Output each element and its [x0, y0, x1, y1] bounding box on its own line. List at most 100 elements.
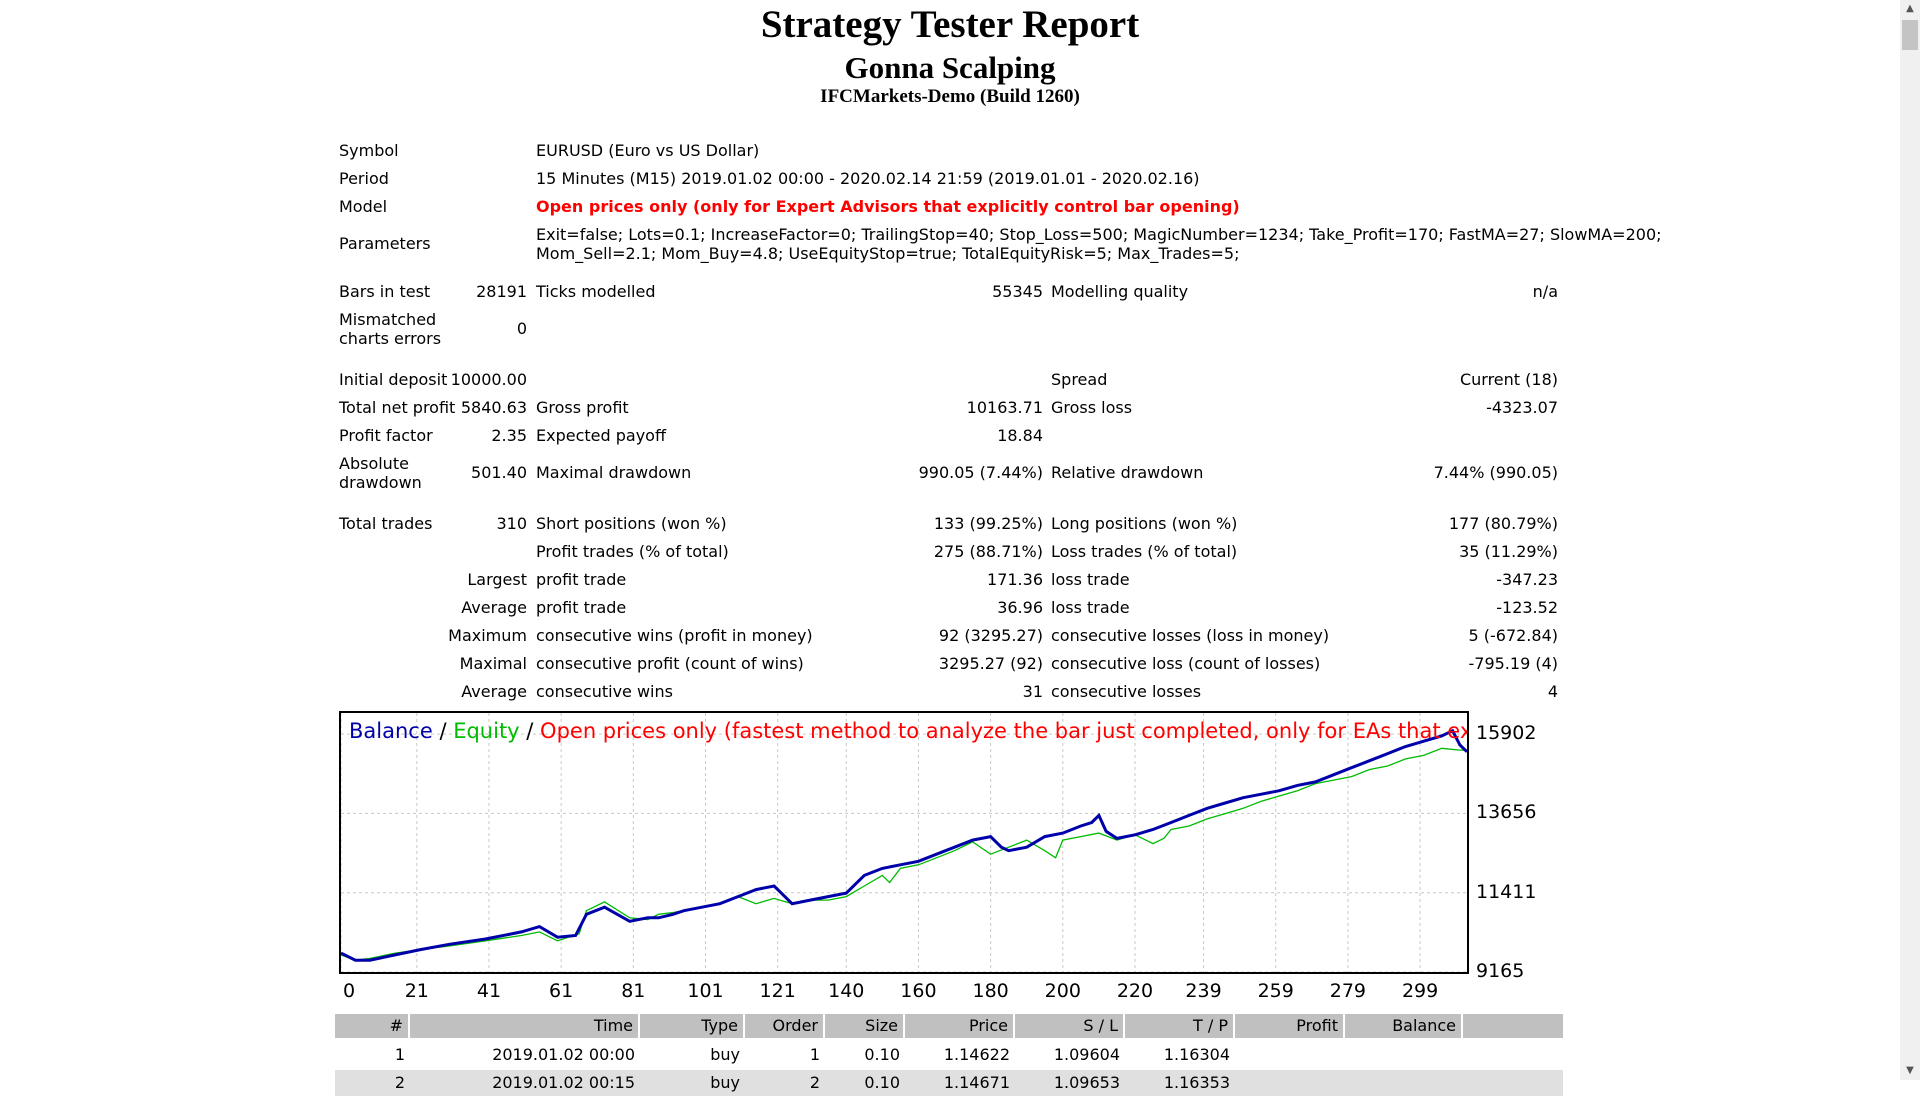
loss-trades-label: Loss trades (% of total) [1051, 542, 1238, 561]
maximal-label: Maximal [459, 654, 527, 673]
average-label: Average [461, 598, 527, 617]
total-trades-value: 310 [496, 514, 527, 533]
table-cell: buy [710, 1045, 740, 1064]
average-consecutive-label: Average [461, 682, 527, 701]
long-positions-value: 177 (80.79%) [1448, 514, 1558, 533]
parameters-line-1: Exit=false; Lots=0.1; IncreaseFactor=0; … [536, 225, 1662, 244]
short-positions-value: 133 (99.25%) [933, 514, 1043, 533]
profit-trades-label: Profit trades (% of total) [536, 542, 729, 561]
spread-value: Current (18) [1459, 370, 1558, 389]
relative-drawdown-label: Relative drawdown [1051, 463, 1204, 482]
table-cell [1345, 1042, 1463, 1068]
column-header: Order [745, 1014, 825, 1038]
avg-consecutive-wins-label: consecutive wins [536, 682, 673, 701]
legend-separator: / [432, 719, 454, 743]
column-header: Price [905, 1014, 1015, 1038]
maximal-consecutive-profit-value: 3295.27 (92) [938, 654, 1043, 673]
parameters-label: Parameters [339, 234, 431, 253]
chart-plot [341, 713, 1467, 972]
symbol-label: Symbol [339, 141, 399, 160]
largest-loss-value: -347.23 [1496, 570, 1558, 589]
parameters-line-2: Mom_Sell=2.1; Mom_Buy=4.8; UseEquityStop… [536, 244, 1240, 263]
long-positions-label: Long positions (won %) [1051, 514, 1238, 533]
mismatch-value: 0 [516, 319, 527, 338]
legend-equity: Equity [453, 719, 520, 743]
profit-factor-value: 2.35 [491, 426, 527, 445]
symbol-value: EURUSD (Euro vs US Dollar) [536, 141, 760, 160]
table-row: 2 2019.01.02 00:15 buy 2 0.10 1.14671 1.09653 1… [335, 1070, 1563, 1096]
max-consecutive-wins-value: 92 (3295.27) [938, 626, 1043, 645]
gross-profit-label: Gross profit [536, 398, 629, 417]
average-profit-value: 36.96 [997, 598, 1043, 617]
spread-label: Spread [1051, 370, 1108, 389]
expected-payoff-value: 18.84 [997, 426, 1043, 445]
report-title: Strategy Tester Report [760, 3, 1140, 46]
short-positions-label: Short positions (won %) [536, 514, 727, 533]
x-tick-label: 41 [476, 980, 502, 1002]
relative-drawdown-value: 7.44% (990.05) [1433, 463, 1558, 482]
table-cell: 2019.01.02 00:00 [492, 1045, 635, 1064]
largest-profit-value: 171.36 [987, 570, 1043, 589]
period-value: 15 Minutes (M15) 2019.01.02 00:00 - 2020… [536, 169, 1200, 188]
legend-model-note: Open prices only (fastest method to anal… [540, 719, 1467, 743]
maximal-consecutive-loss-label: consecutive loss (count of losses) [1051, 654, 1321, 673]
balance-line [341, 728, 1467, 962]
column-header: Type [640, 1014, 745, 1038]
largest-profit-label: profit trade [536, 570, 627, 589]
vertical-scrollbar[interactable]: ▲ ▼ [1900, 0, 1920, 1080]
x-tick-label: 259 [1257, 980, 1294, 1002]
profit-trades-value: 275 (88.71%) [933, 542, 1043, 561]
column-header: Profit [1235, 1014, 1345, 1038]
ticks-label: Ticks modelled [536, 282, 656, 301]
avg-consecutive-losses-label: consecutive losses [1051, 682, 1202, 701]
server-build: IFCMarkets-Demo (Build 1260) [820, 86, 1080, 107]
model-value: Open prices only (only for Expert Adviso… [536, 197, 1240, 216]
x-tick-label: 200 [1044, 980, 1081, 1002]
x-tick-label: 121 [759, 980, 796, 1002]
x-tick-label: 220 [1116, 980, 1154, 1002]
column-header: Size [825, 1014, 905, 1038]
column-header: T / P [1125, 1014, 1235, 1038]
scrollbar-thumb[interactable] [1902, 20, 1918, 50]
absolute-drawdown-value: 501.40 [471, 463, 527, 482]
absolute-drawdown-label-2: drawdown [339, 473, 422, 492]
max-consecutive-wins-label: consecutive wins (profit in money) [536, 626, 813, 645]
chart-legend: Balance / Equity / Open prices only (fas… [349, 719, 1467, 743]
initial-deposit-label: Initial deposit [339, 370, 448, 389]
maximal-consecutive-loss-value: -795.19 (4) [1468, 654, 1558, 673]
profit-factor-label: Profit factor [339, 426, 433, 445]
max-consecutive-losses-value: 5 (-672.84) [1468, 626, 1558, 645]
mismatch-label-1: Mismatched [339, 310, 437, 329]
x-tick-label: 160 [900, 980, 937, 1002]
equity-line [341, 747, 1467, 961]
x-tick-label: 61 [549, 980, 574, 1002]
largest-loss-label: loss trade [1051, 570, 1130, 589]
table-cell: 1.09653 [1053, 1073, 1120, 1092]
table-cell: 1.16304 [1163, 1045, 1230, 1064]
table-cell: 2019.01.02 00:15 [492, 1073, 635, 1092]
expected-payoff-label: Expected payoff [536, 426, 666, 445]
table-cell: 2 [809, 1073, 820, 1092]
column-header: Balance [1345, 1014, 1463, 1038]
table-cell: 1 [809, 1045, 820, 1064]
maximal-drawdown-value: 990.05 (7.44%) [918, 463, 1043, 482]
table-cell: 1.09604 [1053, 1045, 1120, 1064]
table-cell: 1.16353 [1163, 1073, 1230, 1092]
x-tick-label: 21 [404, 980, 429, 1002]
table-row: 1 2019.01.02 00:00 buy 1 0.10 1.14622 1.09604 1… [335, 1042, 1563, 1068]
column-header: Time [410, 1014, 640, 1038]
scroll-down-arrow-icon[interactable]: ▼ [1906, 1065, 1914, 1076]
net-profit-value: 5840.63 [460, 398, 527, 417]
table-cell: 0.10 [864, 1073, 900, 1092]
x-tick-label: 239 [1185, 980, 1222, 1002]
x-tick-label: 81 [621, 980, 646, 1002]
bars-label: Bars in test [339, 282, 431, 301]
scroll-up-arrow-icon[interactable]: ▲ [1906, 3, 1914, 14]
net-profit-label: Total net profit [339, 398, 456, 417]
period-label: Period [339, 169, 389, 188]
model-label: Model [339, 197, 388, 216]
quality-label: Modelling quality [1051, 282, 1189, 301]
column-header: # [335, 1014, 410, 1038]
table-cell [1345, 1070, 1463, 1096]
